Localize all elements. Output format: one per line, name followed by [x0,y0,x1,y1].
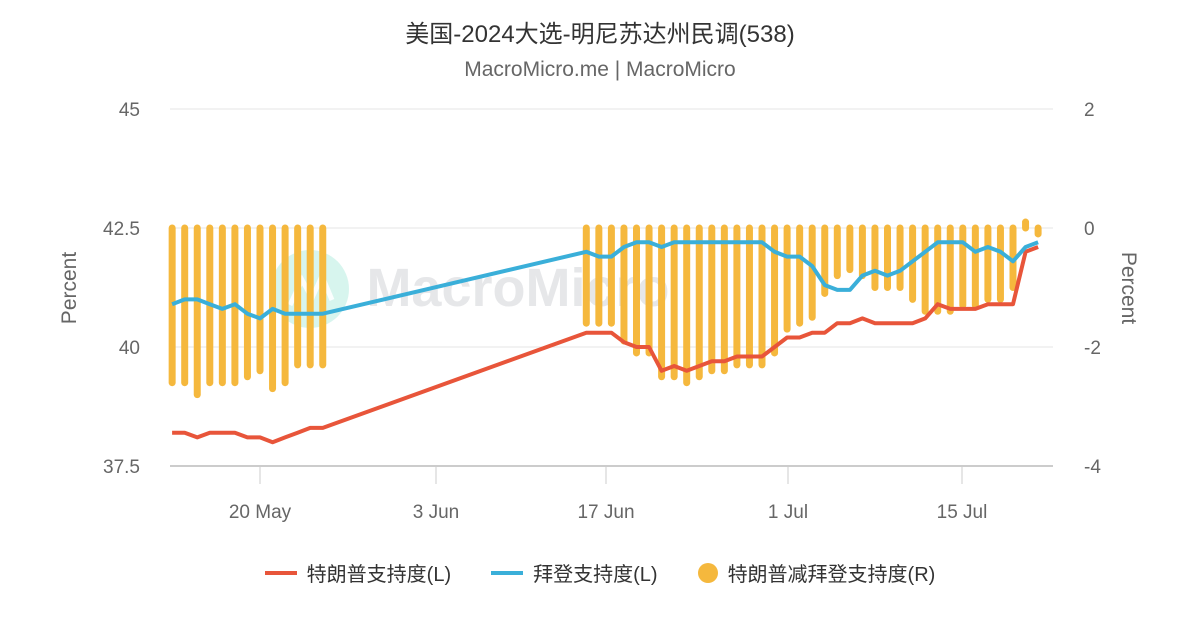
trump-support-line [172,245,1039,445]
biden-line-swatch-icon [491,570,524,575]
x-tick-label: 17 Jun [577,502,634,523]
biden-support-line [171,240,1039,321]
legend-item-trump[interactable]: 特朗普支持度(L) [264,558,452,587]
legend-label-trump: 特朗普支持度(L) [306,564,452,586]
x-tick-label: 20 May [229,502,292,523]
legend-item-diff[interactable]: 特朗普减拜登支持度(R) [697,558,936,587]
y-right-tick: -4 [1084,457,1101,478]
legend: 特朗普支持度(L) 拜登支持度(L) 特朗普减拜登支持度(R) [0,558,1200,587]
y-left-tick: 37.5 [103,457,140,478]
diff-dot-swatch-icon [697,562,718,583]
legend-item-biden[interactable]: 拜登支持度(L) [491,558,658,587]
x-tick-label: 3 Jun [413,502,459,523]
chart-subtitle: MacroMicro.me | MacroMicro [464,58,736,81]
chart-title: 美国-2024大选-明尼苏达州民调(538) [405,21,795,48]
y-right-tick: -2 [1084,338,1101,359]
y-left-tick: 40 [119,338,140,359]
y-right-axis-title: Percent [1117,252,1140,325]
legend-label-diff: 特朗普减拜登支持度(R) [727,564,936,586]
x-tick-label: 1 Jul [768,502,808,523]
y-right-tick: 2 [1084,100,1095,121]
trump-line-swatch-icon [264,570,297,575]
y-right-tick: 0 [1084,219,1095,240]
y-left-axis-title: Percent [58,252,81,325]
y-left-tick: 45 [119,100,140,121]
axes: 45 2 42.5 0 40 -2 37.5 -4 Percent Percent 20 May 3 … [58,100,1140,523]
support-lines [171,240,1039,445]
legend-label-biden: 拜登支持度(L) [533,564,658,586]
x-tick-label: 15 Jul [937,502,988,523]
y-left-tick: 42.5 [103,219,140,240]
